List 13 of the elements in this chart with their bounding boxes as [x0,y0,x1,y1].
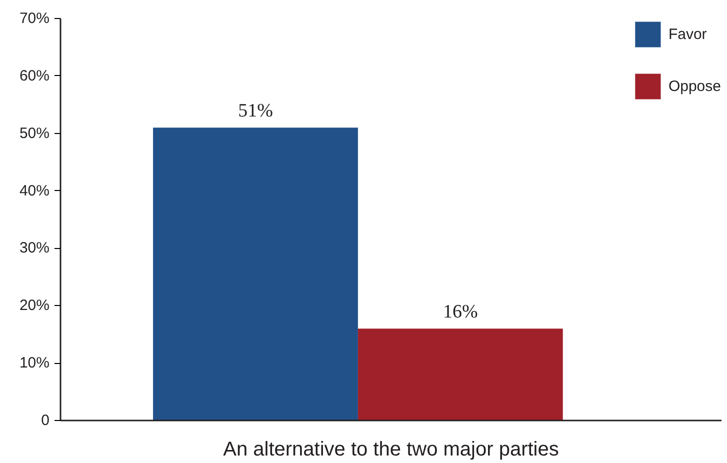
y-tick-label: 30% [19,240,50,257]
legend-label: Oppose [668,78,721,94]
y-tick-label: 20% [19,297,50,314]
x-axis-title: An alternative to the two major parties [223,438,559,460]
data-label: 51% [238,100,274,122]
y-tick-label: 60% [19,67,50,84]
legend-label: Favor [668,26,707,42]
data-label: 16% [442,302,478,323]
y-tick-label: 50% [19,124,50,142]
y-tick-label: 40% [19,182,50,200]
y-tick-label: 70% [19,10,50,27]
y-tick-label: 0 [41,412,50,429]
y-tick-label: 10% [19,354,50,372]
